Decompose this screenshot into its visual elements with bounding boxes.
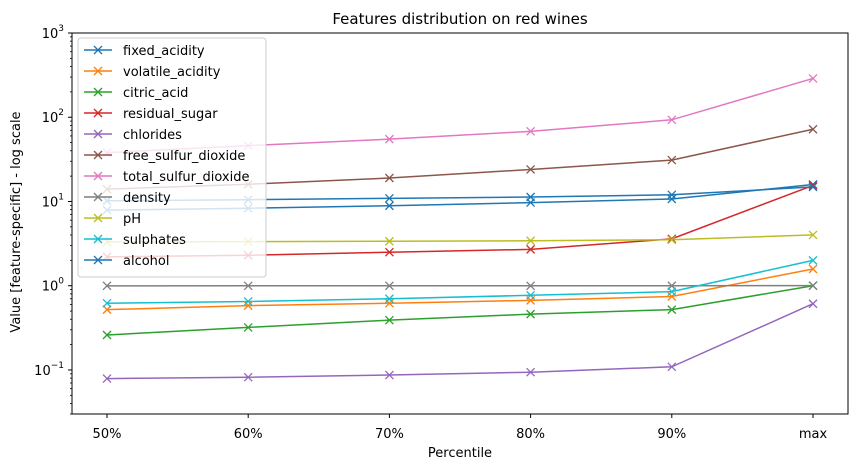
legend-entry-density: density [84, 191, 171, 206]
x-tick-label: 50% [93, 427, 122, 442]
series-line-volatile_acidity [106, 268, 814, 311]
x-tick-label: 60% [234, 427, 263, 442]
data-point-citric_acid-3 [526, 309, 536, 319]
data-point-sulphates-1 [243, 297, 253, 306]
data-point-total_sulfur_dioxide-2 [384, 134, 394, 144]
x-tick-label: 70% [375, 427, 404, 442]
data-point-free_sulfur_dioxide-3 [526, 164, 536, 174]
data-point-total_sulfur_dioxide-4 [667, 115, 677, 125]
data-point-pH-4 [667, 235, 677, 245]
data-point-fixed_acidity-5 [808, 180, 818, 189]
series-line-sulphates [106, 259, 814, 304]
data-point-pH-5 [808, 230, 818, 240]
data-point-volatile_acidity-0 [102, 305, 112, 315]
data-point-residual_sugar-4 [667, 234, 677, 244]
data-point-free_sulfur_dioxide-5 [808, 124, 818, 134]
data-point-citric_acid-1 [243, 322, 253, 332]
data-point-density-2 [384, 281, 394, 291]
series-line-chlorides [106, 303, 814, 380]
y-tick-label: 100 [42, 277, 65, 295]
data-point-alcohol-3 [526, 192, 536, 202]
data-point-density-3 [526, 281, 536, 291]
chart-title: Features distribution on red wines [332, 10, 587, 28]
data-point-density-1 [243, 281, 253, 291]
data-point-sulphates-2 [384, 294, 394, 304]
data-point-sulphates-3 [526, 290, 536, 300]
legend-entry-citric_acid: citric_acid [84, 86, 188, 101]
legend-entry-fixed_acidity: fixed_acidity [84, 44, 205, 59]
data-point-free_sulfur_dioxide-2 [384, 173, 394, 183]
data-point-alcohol-2 [384, 193, 394, 203]
legend-entry-alcohol: alcohol [84, 254, 169, 269]
legend-label: residual_sugar [123, 107, 218, 122]
data-point-volatile_acidity-5 [808, 264, 818, 274]
y-tick-label: 101 [42, 192, 64, 210]
legend-label: sulphates [123, 233, 186, 248]
data-point-volatile_acidity-1 [243, 301, 253, 311]
data-point-residual_sugar-2 [384, 247, 394, 257]
data-point-chlorides-3 [526, 367, 536, 377]
legend-label: citric_acid [123, 86, 188, 101]
data-point-fixed_acidity-2 [384, 201, 394, 211]
data-point-chlorides-1 [243, 372, 253, 382]
legend-entry-residual_sugar: residual_sugar [84, 107, 218, 122]
x-tick-label: max [799, 427, 828, 442]
data-point-free_sulfur_dioxide-4 [667, 155, 677, 165]
data-point-chlorides-0 [102, 374, 112, 384]
data-point-citric_acid-2 [384, 315, 394, 325]
data-point-sulphates-4 [667, 287, 677, 297]
data-point-chlorides-4 [667, 362, 677, 372]
legend-label: fixed_acidity [123, 44, 205, 59]
legend-entry-free_sulfur_dioxide: free_sulfur_dioxide [84, 149, 245, 164]
y-tick-label: 103 [42, 24, 64, 42]
data-point-alcohol-4 [667, 190, 677, 200]
x-axis-title: Percentile [428, 446, 492, 461]
data-point-chlorides-5 [808, 299, 818, 309]
data-point-density-5 [808, 281, 818, 291]
data-point-citric_acid-4 [667, 305, 677, 315]
data-point-citric_acid-0 [102, 330, 112, 340]
legend-label: chlorides [123, 128, 182, 143]
data-point-sulphates-0 [102, 298, 112, 308]
data-point-fixed_acidity-4 [667, 194, 677, 204]
data-point-chlorides-2 [384, 370, 394, 380]
legend: fixed_acidity volatile_acidity citric_acid… [77, 37, 267, 278]
data-point-total_sulfur_dioxide-3 [526, 126, 536, 136]
tick-labels: 50% 60% 70% 80% 90% max 10−1 100 101 102 103 [34, 24, 827, 442]
legend-entry-volatile_acidity: volatile_acidity [84, 65, 221, 80]
data-point-density-0 [102, 281, 112, 291]
data-point-total_sulfur_dioxide-5 [808, 73, 818, 83]
legend-label: alcohol [123, 254, 169, 269]
legend-label: total_sulfur_dioxide [123, 170, 249, 185]
y-tick-label: 10−1 [34, 361, 64, 379]
data-point-sulphates-5 [808, 255, 818, 265]
legend-entry-total_sulfur_dioxide: total_sulfur_dioxide [84, 170, 249, 185]
legend-label: pH [123, 212, 141, 227]
data-point-residual_sugar-5 [808, 180, 818, 190]
axes [71, 32, 849, 415]
legend-entry-chlorides: chlorides [84, 128, 182, 143]
y-axis-title: Value [feature-specific] - log scale [9, 111, 24, 332]
data-point-pH-2 [384, 236, 394, 246]
data-point-alcohol-5 [808, 182, 818, 192]
x-tick-label: 90% [657, 427, 686, 442]
data-point-residual_sugar-3 [526, 244, 536, 254]
legend-label: free_sulfur_dioxide [123, 149, 245, 164]
series-line-citric_acid [106, 284, 814, 336]
data-point-pH-3 [526, 236, 536, 246]
x-tick-label: 80% [516, 427, 545, 442]
legend-entry-sulphates: sulphates [84, 233, 186, 248]
plot-frame [71, 32, 849, 415]
legend-label: volatile_acidity [123, 65, 221, 80]
legend-box [77, 37, 267, 278]
y-tick-label: 102 [42, 108, 64, 126]
legend-label: density [123, 191, 171, 206]
legend-entry-pH: pH [84, 212, 141, 227]
